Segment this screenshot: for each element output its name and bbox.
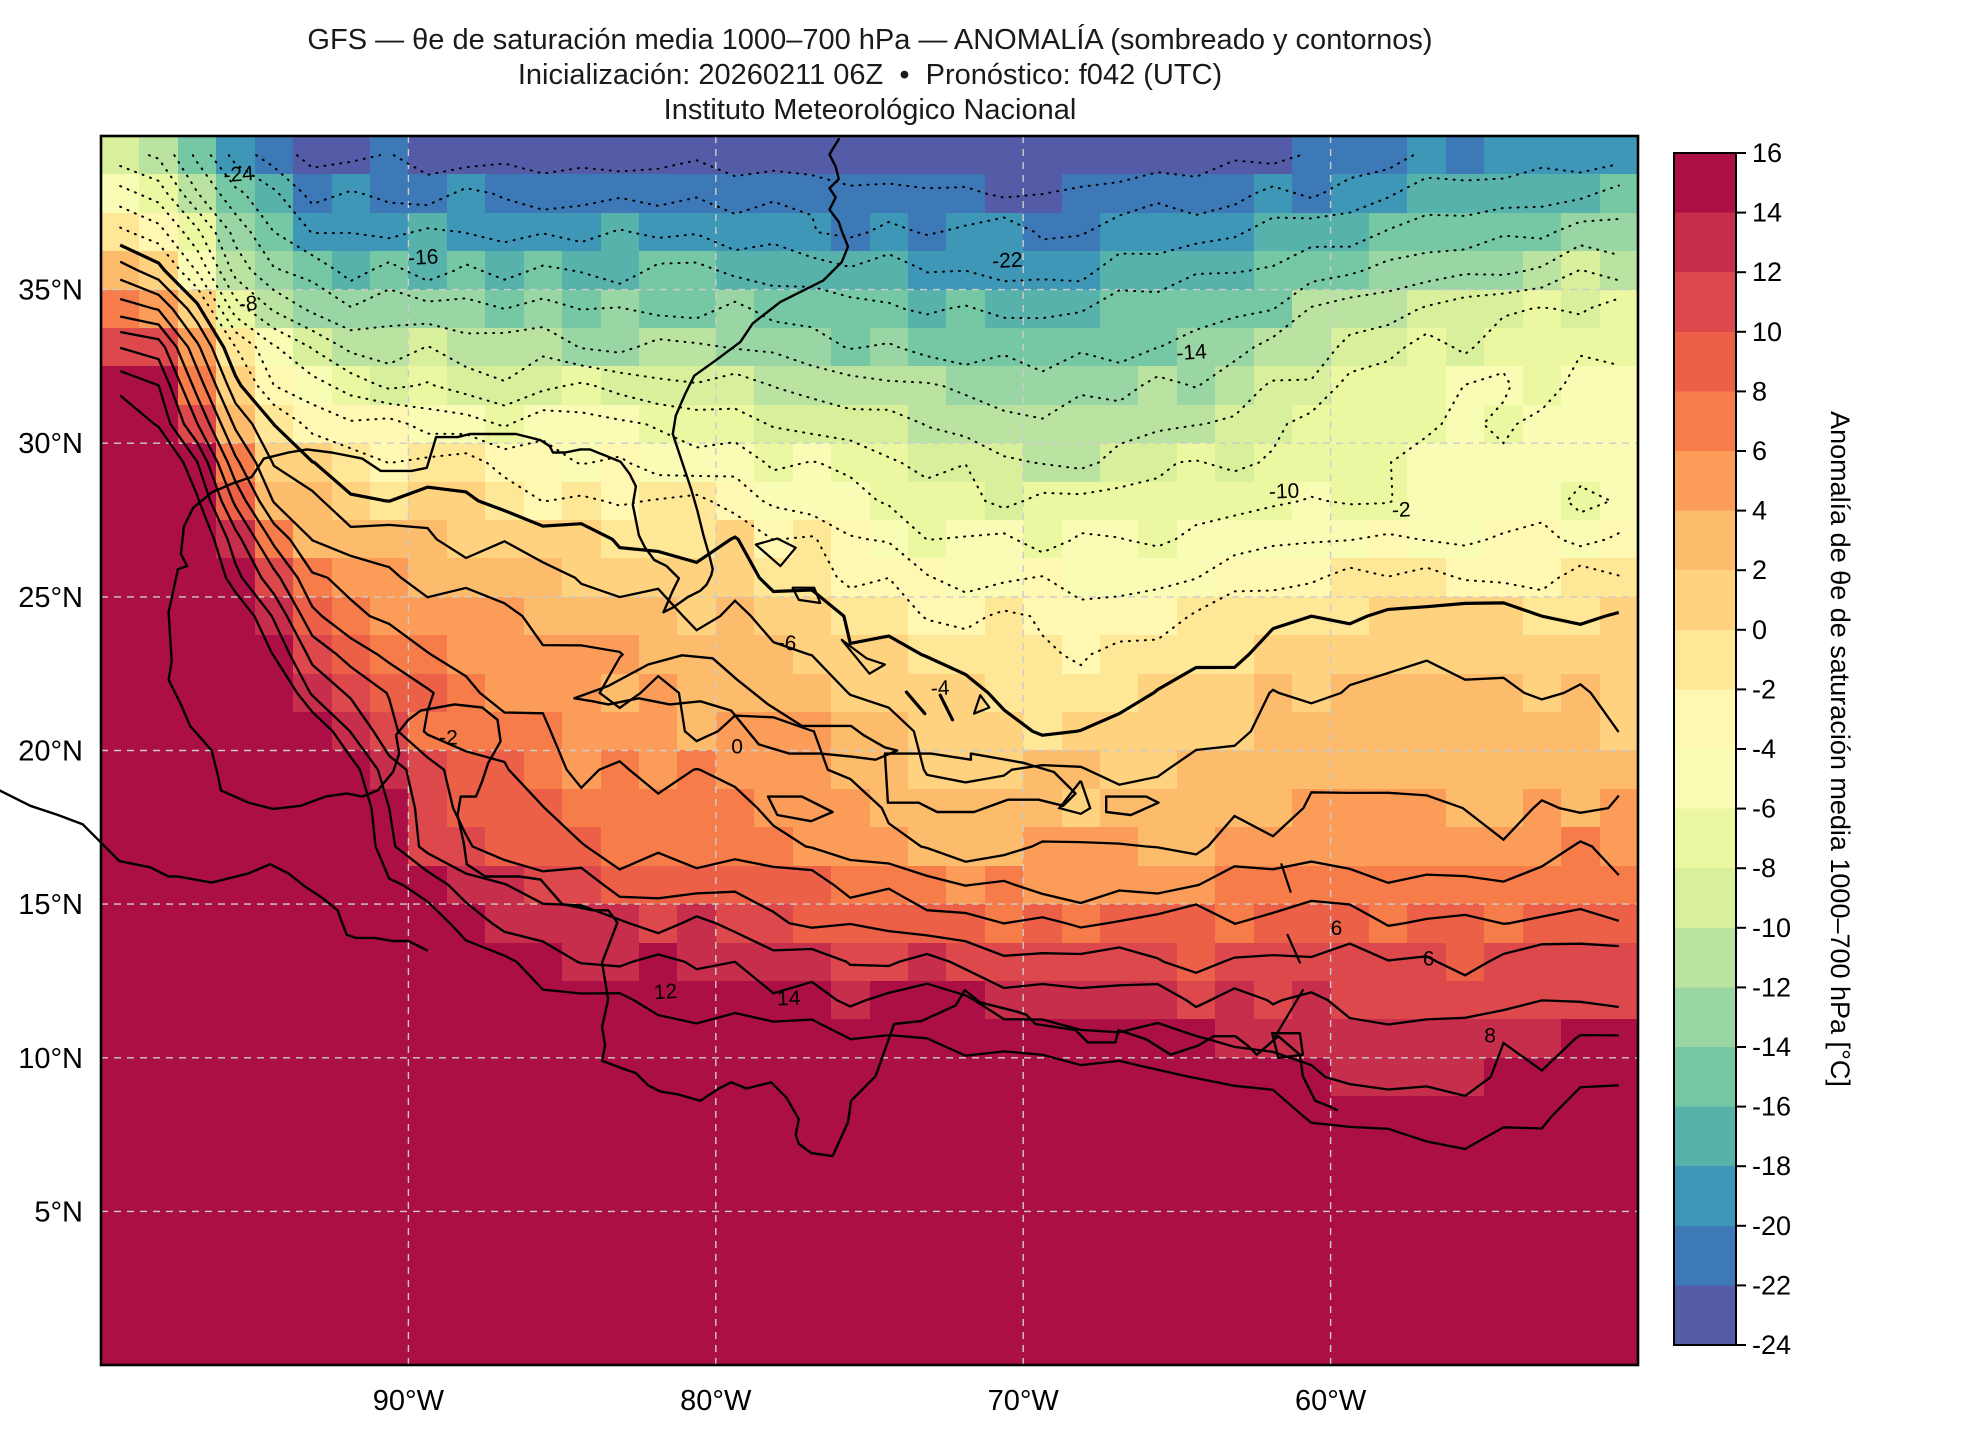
svg-text:-24: -24 xyxy=(223,162,255,187)
svg-text:-24: -24 xyxy=(1752,1330,1791,1360)
svg-text:90°W: 90°W xyxy=(373,1385,445,1417)
svg-text:-8: -8 xyxy=(1752,853,1776,883)
svg-text:-20: -20 xyxy=(1752,1211,1791,1241)
svg-text:5°N: 5°N xyxy=(34,1196,83,1228)
svg-text:-4: -4 xyxy=(1752,734,1776,764)
svg-text:8: 8 xyxy=(1484,1024,1496,1047)
svg-text:-2: -2 xyxy=(439,726,458,749)
svg-text:Anomalía de θe de saturación m: Anomalía de θe de saturación media 1000–… xyxy=(1825,411,1855,1087)
svg-text:30°N: 30°N xyxy=(18,428,83,460)
svg-text:6: 6 xyxy=(1331,917,1343,940)
svg-text:12: 12 xyxy=(653,980,678,1005)
svg-text:-2: -2 xyxy=(1391,498,1410,522)
svg-text:2: 2 xyxy=(1752,555,1767,585)
svg-text:-6: -6 xyxy=(1752,794,1776,824)
svg-text:-6: -6 xyxy=(777,631,797,655)
svg-text:-10: -10 xyxy=(1752,913,1791,943)
svg-text:-14: -14 xyxy=(1752,1032,1791,1062)
svg-text:10: 10 xyxy=(1752,317,1782,347)
svg-text:-22: -22 xyxy=(992,249,1024,274)
svg-text:8: 8 xyxy=(1752,376,1767,406)
svg-text:12: 12 xyxy=(1752,257,1782,287)
svg-text:6: 6 xyxy=(1752,436,1767,466)
svg-text:60°W: 60°W xyxy=(1295,1385,1367,1417)
svg-text:-14: -14 xyxy=(1176,340,1208,365)
svg-text:14: 14 xyxy=(1752,198,1782,228)
svg-text:35°N: 35°N xyxy=(18,275,83,307)
svg-text:-16: -16 xyxy=(1752,1092,1791,1122)
svg-text:16: 16 xyxy=(1752,138,1782,168)
svg-text:80°W: 80°W xyxy=(680,1385,752,1417)
svg-text:-4: -4 xyxy=(930,677,950,701)
svg-text:20°N: 20°N xyxy=(18,736,83,768)
svg-text:-10: -10 xyxy=(1268,480,1299,504)
svg-text:-18: -18 xyxy=(1752,1151,1791,1181)
svg-text:-22: -22 xyxy=(1752,1270,1791,1300)
svg-text:14: 14 xyxy=(777,987,801,1011)
svg-text:0: 0 xyxy=(1752,615,1767,645)
svg-text:-8: -8 xyxy=(238,292,258,316)
svg-text:70°W: 70°W xyxy=(988,1385,1060,1417)
svg-text:-16: -16 xyxy=(407,245,439,270)
svg-text:0: 0 xyxy=(731,736,743,759)
svg-text:25°N: 25°N xyxy=(18,582,83,614)
svg-text:10°N: 10°N xyxy=(18,1043,83,1075)
svg-text:-12: -12 xyxy=(1752,972,1791,1002)
svg-text:15°N: 15°N xyxy=(18,889,83,921)
svg-text:4: 4 xyxy=(1752,496,1767,526)
svg-text:6: 6 xyxy=(1423,948,1435,971)
svg-text:-2: -2 xyxy=(1752,674,1776,704)
